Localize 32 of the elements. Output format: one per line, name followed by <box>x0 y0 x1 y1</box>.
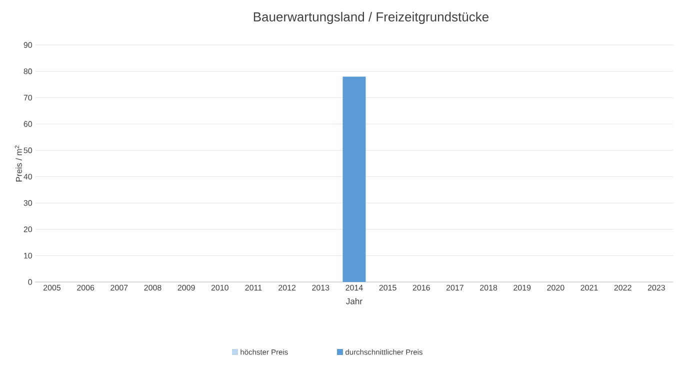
y-tick-label: 0 <box>28 279 32 285</box>
x-tick-label: 2022 <box>614 284 632 291</box>
y-tick-label: 60 <box>24 121 32 127</box>
x-tick-label: 2016 <box>412 284 430 291</box>
x-tick-label: 2010 <box>211 284 228 291</box>
y-tick-label: 30 <box>24 200 32 206</box>
chart-title: Bauerwartungsland / Freizeitgrundstücke <box>254 12 489 24</box>
x-tick-label: 2023 <box>648 284 665 291</box>
y-tick-label: 20 <box>24 226 32 232</box>
x-tick-label: 2009 <box>178 284 195 291</box>
y-tick-label: 10 <box>24 252 32 258</box>
x-tick-label: 2014 <box>346 284 363 291</box>
x-tick-label: 2015 <box>379 284 396 291</box>
x-axis-title: Jahr <box>346 298 362 304</box>
x-tick-label: 2019 <box>514 284 531 291</box>
y-tick-label: 50 <box>24 148 32 154</box>
x-tick-label: 2006 <box>77 284 94 291</box>
x-tick-label: 2020 <box>547 284 564 291</box>
x-tick-label: 2008 <box>144 284 162 291</box>
x-tick-label: 2011 <box>245 284 262 291</box>
x-tick-label: 2012 <box>278 284 296 291</box>
x-tick-label: 2005 <box>44 284 61 291</box>
y-axis-title: Preis / m$^{2}$ <box>14 146 22 182</box>
y-tick-label: 70 <box>24 94 32 100</box>
x-tick-label: 2018 <box>480 284 498 291</box>
x-tick-label: 2013 <box>312 284 330 291</box>
x-tick-label: 2021 <box>580 284 598 291</box>
y-tick-label: 90 <box>24 42 32 48</box>
y-tick-label: 40 <box>24 174 32 180</box>
x-tick-label: 2007 <box>110 284 128 291</box>
y-tick-label: 80 <box>24 68 32 74</box>
x-tick-label: 2017 <box>446 284 464 291</box>
